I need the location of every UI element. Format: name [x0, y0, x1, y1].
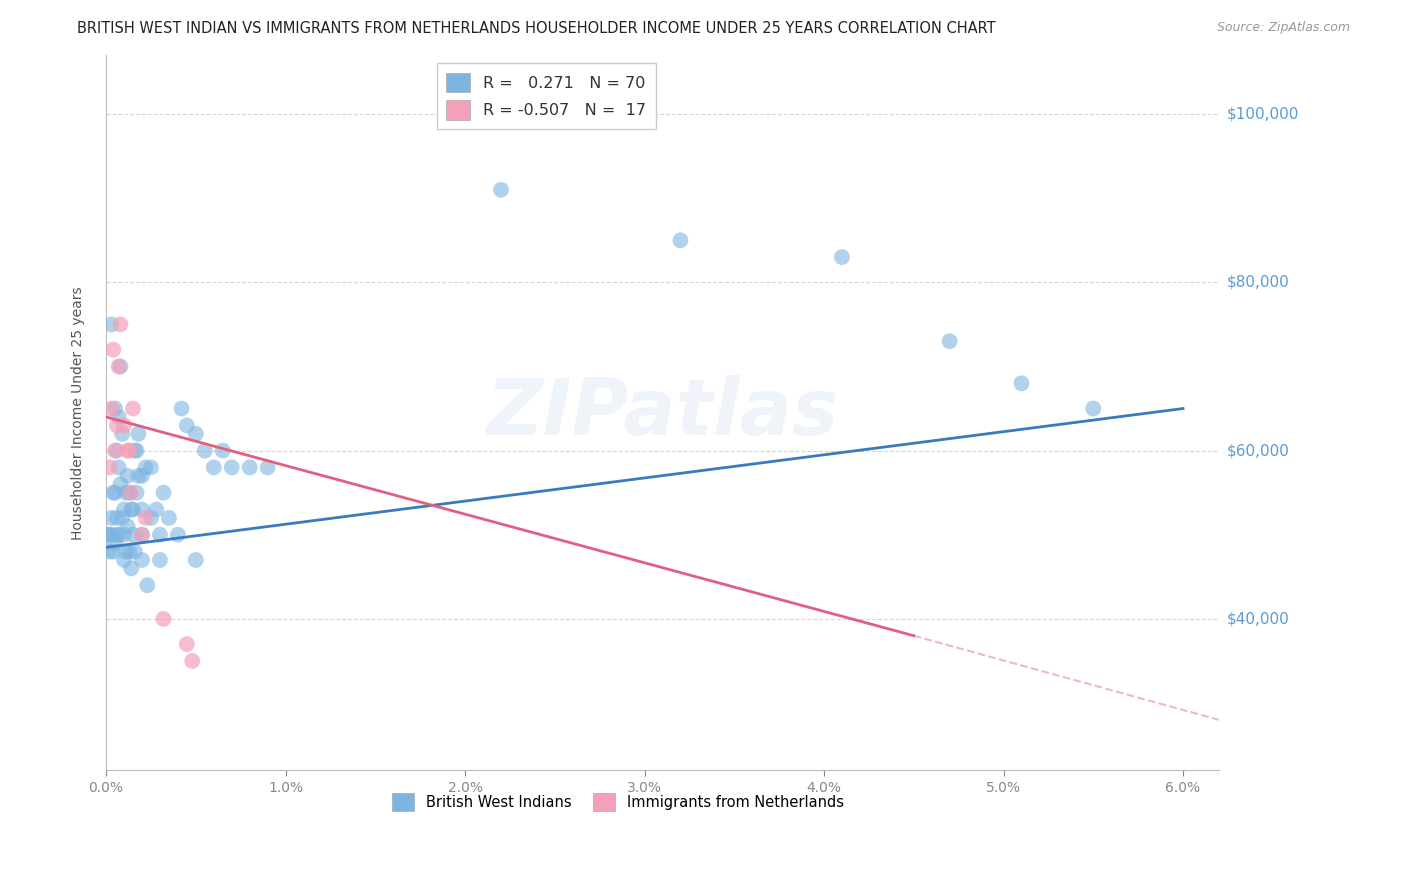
Point — [211, 443, 233, 458]
Point — [127, 468, 149, 483]
Point — [105, 527, 128, 541]
Point — [112, 502, 135, 516]
Text: $100,000: $100,000 — [1227, 106, 1299, 121]
Point — [98, 460, 121, 475]
Point — [98, 544, 121, 558]
Text: Source: ZipAtlas.com: Source: ZipAtlas.com — [1216, 21, 1350, 34]
Point — [112, 418, 135, 433]
Point — [669, 233, 692, 247]
Text: $40,000: $40,000 — [1227, 611, 1289, 626]
Point — [139, 511, 162, 525]
Point — [938, 334, 960, 349]
Point — [107, 359, 129, 374]
Point — [125, 443, 148, 458]
Point — [107, 409, 129, 424]
Point — [97, 527, 120, 541]
Text: ZIPatlas: ZIPatlas — [486, 375, 838, 450]
Point — [118, 443, 141, 458]
Point — [149, 553, 172, 567]
Point — [111, 426, 134, 441]
Point — [112, 553, 135, 567]
Point — [100, 401, 122, 416]
Point — [176, 418, 198, 433]
Point — [131, 527, 153, 541]
Point — [104, 485, 127, 500]
Point — [124, 544, 146, 558]
Point — [105, 511, 128, 525]
Point — [100, 511, 122, 525]
Point — [145, 502, 167, 516]
Point — [117, 468, 139, 483]
Point — [111, 511, 134, 525]
Point — [167, 527, 190, 541]
Point — [104, 401, 127, 416]
Point — [184, 426, 207, 441]
Point — [131, 468, 153, 483]
Point — [104, 536, 127, 550]
Point — [489, 183, 512, 197]
Point — [120, 561, 142, 575]
Point — [181, 654, 204, 668]
Y-axis label: Householder Income Under 25 years: Householder Income Under 25 years — [72, 286, 86, 540]
Point — [831, 250, 853, 264]
Point — [100, 527, 122, 541]
Point — [114, 485, 136, 500]
Point — [131, 502, 153, 516]
Point — [135, 460, 157, 475]
Point — [112, 527, 135, 541]
Point — [125, 485, 148, 500]
Point — [107, 527, 129, 541]
Legend: British West Indians, Immigrants from Netherlands: British West Indians, Immigrants from Ne… — [387, 788, 849, 817]
Point — [117, 519, 139, 533]
Point — [110, 359, 132, 374]
Point — [122, 527, 145, 541]
Point — [118, 544, 141, 558]
Point — [194, 443, 217, 458]
Point — [122, 502, 145, 516]
Point — [157, 511, 180, 525]
Point — [131, 527, 153, 541]
Point — [152, 485, 174, 500]
Point — [184, 553, 207, 567]
Point — [149, 527, 172, 541]
Point — [136, 578, 159, 592]
Text: $60,000: $60,000 — [1227, 443, 1291, 458]
Point — [107, 460, 129, 475]
Point — [122, 401, 145, 416]
Point — [176, 637, 198, 651]
Point — [120, 502, 142, 516]
Point — [103, 485, 125, 500]
Point — [110, 477, 132, 491]
Point — [256, 460, 278, 475]
Point — [103, 544, 125, 558]
Text: $80,000: $80,000 — [1227, 275, 1289, 290]
Point — [100, 318, 122, 332]
Point — [120, 485, 142, 500]
Point — [139, 460, 162, 475]
Point — [105, 418, 128, 433]
Point — [103, 343, 125, 357]
Point — [110, 318, 132, 332]
Point — [131, 553, 153, 567]
Point — [152, 612, 174, 626]
Point — [127, 426, 149, 441]
Point — [105, 443, 128, 458]
Point — [202, 460, 225, 475]
Point — [117, 443, 139, 458]
Point — [135, 511, 157, 525]
Text: BRITISH WEST INDIAN VS IMMIGRANTS FROM NETHERLANDS HOUSEHOLDER INCOME UNDER 25 Y: BRITISH WEST INDIAN VS IMMIGRANTS FROM N… — [77, 21, 995, 36]
Point — [170, 401, 193, 416]
Point — [124, 443, 146, 458]
Point — [98, 527, 121, 541]
Point — [104, 443, 127, 458]
Point — [239, 460, 262, 475]
Point — [1011, 376, 1033, 391]
Point — [1083, 401, 1105, 416]
Point — [221, 460, 243, 475]
Point — [114, 544, 136, 558]
Point — [118, 485, 141, 500]
